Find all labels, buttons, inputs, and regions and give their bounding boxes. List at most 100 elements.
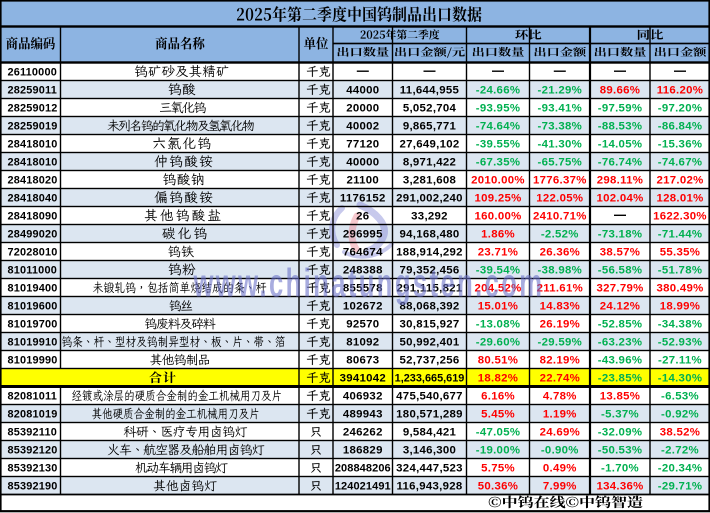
svg-text:128.01%: 128.01%: [656, 192, 703, 204]
svg-text:855578: 855578: [343, 282, 383, 294]
svg-text:-14.30%: -14.30%: [658, 372, 703, 384]
svg-text:www.chinatungsten.com: www.chinatungsten.com: [193, 262, 545, 306]
svg-text:-88.53%: -88.53%: [598, 120, 643, 132]
svg-text:28259012: 28259012: [8, 102, 58, 114]
svg-text:-39.55%: -39.55%: [476, 138, 521, 150]
svg-text:-5.37%: -5.37%: [601, 408, 639, 420]
svg-text:44000: 44000: [346, 84, 379, 96]
svg-text:28418090: 28418090: [8, 210, 58, 222]
svg-text:211.61%: 211.61%: [537, 282, 583, 294]
svg-text:1776.37%: 1776.37%: [533, 174, 587, 186]
svg-text:1622.30%: 1622.30%: [653, 210, 707, 222]
svg-text:15.01%: 15.01%: [478, 300, 518, 312]
svg-text:18.99%: 18.99%: [660, 300, 700, 312]
svg-text:-29.60%: -29.60%: [476, 336, 521, 348]
svg-text:38.57%: 38.57%: [600, 246, 640, 258]
svg-text:475,540,677: 475,540,677: [396, 390, 463, 402]
svg-text:27,649,102: 27,649,102: [399, 138, 459, 150]
svg-text:109.25%: 109.25%: [474, 192, 521, 204]
svg-text:28418040: 28418040: [8, 192, 58, 204]
svg-text:-73.18%: -73.18%: [598, 228, 643, 240]
svg-text:40000: 40000: [346, 156, 379, 168]
svg-text:-86.84%: -86.84%: [658, 120, 703, 132]
svg-text:298.11%: 298.11%: [597, 174, 643, 186]
svg-text:23.71%: 23.71%: [478, 246, 518, 258]
svg-text:-56.58%: -56.58%: [598, 264, 643, 276]
svg-text:-65.75%: -65.75%: [538, 156, 583, 168]
svg-text:186829: 186829: [343, 444, 383, 456]
svg-text:79,352,456: 79,352,456: [399, 264, 459, 276]
svg-text:-1.70%: -1.70%: [601, 462, 639, 474]
svg-text:246262: 246262: [343, 426, 383, 438]
svg-text:-97.20%: -97.20%: [658, 102, 703, 114]
svg-text:82.19%: 82.19%: [540, 354, 580, 366]
svg-text:50,992,401: 50,992,401: [399, 336, 459, 348]
svg-text:72028010: 72028010: [8, 246, 58, 258]
svg-text:-21.29%: -21.29%: [538, 84, 583, 96]
svg-text:-20.34%: -20.34%: [658, 462, 703, 474]
svg-text:-0.90%: -0.90%: [541, 444, 579, 456]
svg-text:0.49%: 0.49%: [543, 462, 577, 474]
svg-text:-24.66%: -24.66%: [476, 84, 521, 96]
svg-text:52,737,256: 52,737,256: [399, 354, 459, 366]
svg-text:-71.44%: -71.44%: [658, 228, 703, 240]
svg-text:-97.59%: -97.59%: [598, 102, 643, 114]
svg-text:24.69%: 24.69%: [540, 426, 580, 438]
svg-text:327.79%: 327.79%: [596, 282, 643, 294]
svg-text:22.74%: 22.74%: [540, 372, 580, 384]
svg-text:30,815,927: 30,815,927: [399, 318, 459, 330]
svg-text:764674: 764674: [343, 246, 383, 258]
svg-text:-47.05%: -47.05%: [476, 426, 521, 438]
svg-text:-93.95%: -93.95%: [476, 102, 521, 114]
svg-text:82081019: 82081019: [8, 408, 58, 420]
svg-text:1.86%: 1.86%: [481, 228, 515, 240]
svg-text:28499020: 28499020: [8, 228, 58, 240]
svg-text:28418020: 28418020: [8, 174, 58, 186]
svg-text:26.19%: 26.19%: [540, 318, 580, 330]
svg-text:-74.64%: -74.64%: [476, 120, 521, 132]
svg-text:-38.98%: -38.98%: [538, 264, 583, 276]
svg-text:26.36%: 26.36%: [540, 246, 580, 258]
svg-text:3,281,608: 3,281,608: [403, 174, 456, 186]
svg-text:-0.92%: -0.92%: [661, 408, 699, 420]
svg-text:2010.00%: 2010.00%: [471, 174, 525, 186]
svg-text:89.66%: 89.66%: [600, 84, 640, 96]
svg-text:7.99%: 7.99%: [543, 480, 577, 492]
svg-text:-41.30%: -41.30%: [538, 138, 583, 150]
svg-text:81019910: 81019910: [8, 336, 58, 348]
svg-text:5,052,704: 5,052,704: [403, 102, 457, 114]
svg-text:-27.11%: -27.11%: [658, 354, 702, 366]
svg-text:-13.08%: -13.08%: [476, 318, 521, 330]
svg-text:122.05%: 122.05%: [536, 192, 583, 204]
svg-text:296995: 296995: [343, 228, 383, 240]
svg-text:82081011: 82081011: [8, 390, 57, 402]
svg-text:124021491: 124021491: [335, 480, 391, 492]
svg-text:80673: 80673: [346, 354, 379, 366]
svg-text:-67.35%: -67.35%: [476, 156, 521, 168]
svg-text:-32.09%: -32.09%: [598, 426, 643, 438]
svg-text:-52.85%: -52.85%: [598, 318, 643, 330]
svg-text:324,447,523: 324,447,523: [396, 462, 463, 474]
svg-text:81011000: 81011000: [8, 264, 57, 276]
svg-text:116.20%: 116.20%: [657, 84, 703, 96]
svg-text:5.75%: 5.75%: [481, 462, 515, 474]
svg-text:88,068,392: 88,068,392: [399, 300, 459, 312]
svg-text:33,292: 33,292: [411, 210, 448, 222]
svg-text:-50.53%: -50.53%: [598, 444, 643, 456]
svg-text:-51.78%: -51.78%: [658, 264, 703, 276]
svg-text:180,571,289: 180,571,289: [396, 408, 463, 420]
svg-text:26110000: 26110000: [8, 66, 57, 78]
svg-text:26: 26: [356, 210, 369, 222]
svg-text:8,971,422: 8,971,422: [403, 156, 456, 168]
svg-text:102.04%: 102.04%: [596, 192, 643, 204]
svg-text:-63.23%: -63.23%: [598, 336, 643, 348]
svg-text:-15.36%: -15.36%: [658, 138, 703, 150]
svg-text:94,168,480: 94,168,480: [399, 228, 459, 240]
svg-text:4.78%: 4.78%: [543, 390, 577, 402]
svg-text:85392110: 85392110: [8, 426, 57, 438]
svg-text:5.45%: 5.45%: [481, 408, 515, 420]
svg-text:406932: 406932: [343, 390, 383, 402]
svg-text:1,233,665,619: 1,233,665,619: [395, 372, 465, 384]
svg-text:1.19%: 1.19%: [543, 408, 577, 420]
svg-text:489943: 489943: [343, 408, 383, 420]
